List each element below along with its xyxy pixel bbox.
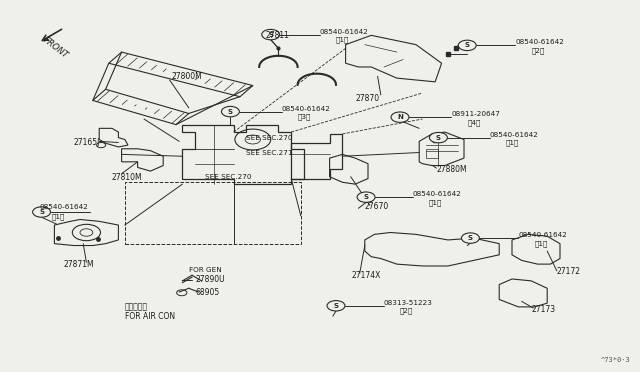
Text: SEE SEC.270: SEE SEC.270 xyxy=(205,174,252,180)
Text: （2）: （2） xyxy=(400,308,413,314)
Text: 08911-20647: 08911-20647 xyxy=(451,111,500,117)
Text: N: N xyxy=(397,114,403,120)
Text: S: S xyxy=(468,235,473,241)
Text: 08540-61642: 08540-61642 xyxy=(515,39,564,45)
Text: 27800M: 27800M xyxy=(172,72,202,81)
Text: 27890U: 27890U xyxy=(195,275,225,284)
Text: （1）: （1） xyxy=(51,214,65,220)
Text: （2）: （2） xyxy=(531,47,545,54)
Text: 27670: 27670 xyxy=(365,202,389,211)
Text: 27880M: 27880M xyxy=(436,165,467,174)
Text: 08540-61642: 08540-61642 xyxy=(413,191,461,197)
Text: エアコン用: エアコン用 xyxy=(125,302,148,311)
Text: 08540-61642: 08540-61642 xyxy=(282,106,330,112)
Circle shape xyxy=(458,40,476,51)
Circle shape xyxy=(429,132,447,143)
Text: S: S xyxy=(364,194,369,200)
Circle shape xyxy=(262,29,280,40)
Circle shape xyxy=(221,106,239,117)
Text: （1）: （1） xyxy=(506,140,519,146)
Text: S: S xyxy=(436,135,441,141)
Text: S: S xyxy=(39,209,44,215)
Text: SEE SEC.271: SEE SEC.271 xyxy=(246,150,293,155)
Text: （1）: （1） xyxy=(429,199,442,206)
Text: 27174X: 27174X xyxy=(352,271,381,280)
Circle shape xyxy=(391,112,409,122)
Text: S: S xyxy=(228,109,233,115)
Text: 27172: 27172 xyxy=(557,267,581,276)
Text: SEE SEC.270: SEE SEC.270 xyxy=(246,135,293,141)
Circle shape xyxy=(357,192,375,202)
Text: 27810M: 27810M xyxy=(112,173,143,182)
Text: 27871M: 27871M xyxy=(64,260,95,269)
Text: 27870: 27870 xyxy=(355,94,380,103)
Text: 08540-61642: 08540-61642 xyxy=(518,232,567,238)
Text: （1）: （1） xyxy=(336,36,349,43)
Text: S: S xyxy=(268,32,273,38)
Text: 08540-61642: 08540-61642 xyxy=(40,204,88,210)
Text: （4）: （4） xyxy=(467,119,481,126)
Text: S: S xyxy=(333,303,339,309)
Text: FOR AIR CON: FOR AIR CON xyxy=(125,312,175,321)
Text: 27165J: 27165J xyxy=(74,138,100,147)
Text: ^73*0·3: ^73*0·3 xyxy=(601,357,630,363)
Circle shape xyxy=(327,301,345,311)
Text: 08313-51223: 08313-51223 xyxy=(384,300,433,306)
Circle shape xyxy=(461,233,479,243)
Circle shape xyxy=(33,207,51,217)
Text: 27811: 27811 xyxy=(266,31,289,40)
Text: 27173: 27173 xyxy=(531,305,556,314)
Text: 08540-61642: 08540-61642 xyxy=(320,29,369,35)
Text: 08540-61642: 08540-61642 xyxy=(490,132,538,138)
Text: （1）: （1） xyxy=(534,240,548,247)
Text: 68905: 68905 xyxy=(195,288,220,297)
Text: （3）: （3） xyxy=(298,113,311,120)
Text: S: S xyxy=(465,42,470,48)
Text: FRONT: FRONT xyxy=(42,36,70,61)
Text: FOR GEN: FOR GEN xyxy=(189,267,221,273)
